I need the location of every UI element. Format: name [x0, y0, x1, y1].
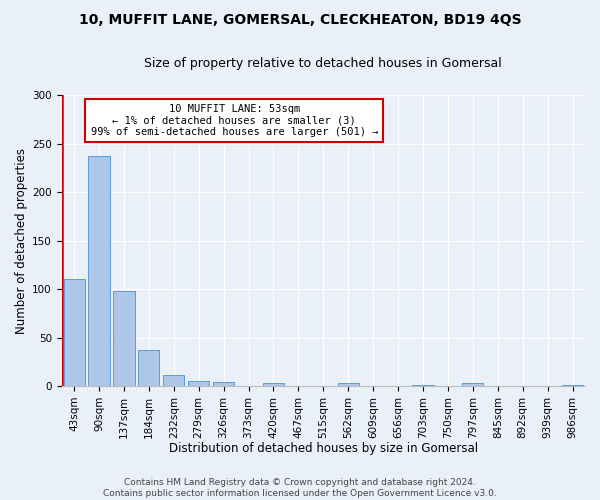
Bar — [64, 280, 85, 386]
Bar — [562, 385, 583, 386]
Bar — [138, 350, 160, 386]
Y-axis label: Number of detached properties: Number of detached properties — [15, 148, 28, 334]
Bar — [188, 381, 209, 386]
Bar — [462, 383, 484, 386]
Bar — [263, 383, 284, 386]
X-axis label: Distribution of detached houses by size in Gomersal: Distribution of detached houses by size … — [169, 442, 478, 455]
Text: Contains HM Land Registry data © Crown copyright and database right 2024.
Contai: Contains HM Land Registry data © Crown c… — [103, 478, 497, 498]
Bar — [213, 382, 234, 386]
Text: 10, MUFFIT LANE, GOMERSAL, CLECKHEATON, BD19 4QS: 10, MUFFIT LANE, GOMERSAL, CLECKHEATON, … — [79, 12, 521, 26]
Bar — [113, 291, 134, 386]
Bar — [163, 376, 184, 386]
Title: Size of property relative to detached houses in Gomersal: Size of property relative to detached ho… — [145, 58, 502, 70]
Text: 10 MUFFIT LANE: 53sqm
← 1% of detached houses are smaller (3)
99% of semi-detach: 10 MUFFIT LANE: 53sqm ← 1% of detached h… — [91, 104, 378, 137]
Bar — [412, 385, 434, 386]
Bar — [88, 156, 110, 386]
Bar — [338, 383, 359, 386]
